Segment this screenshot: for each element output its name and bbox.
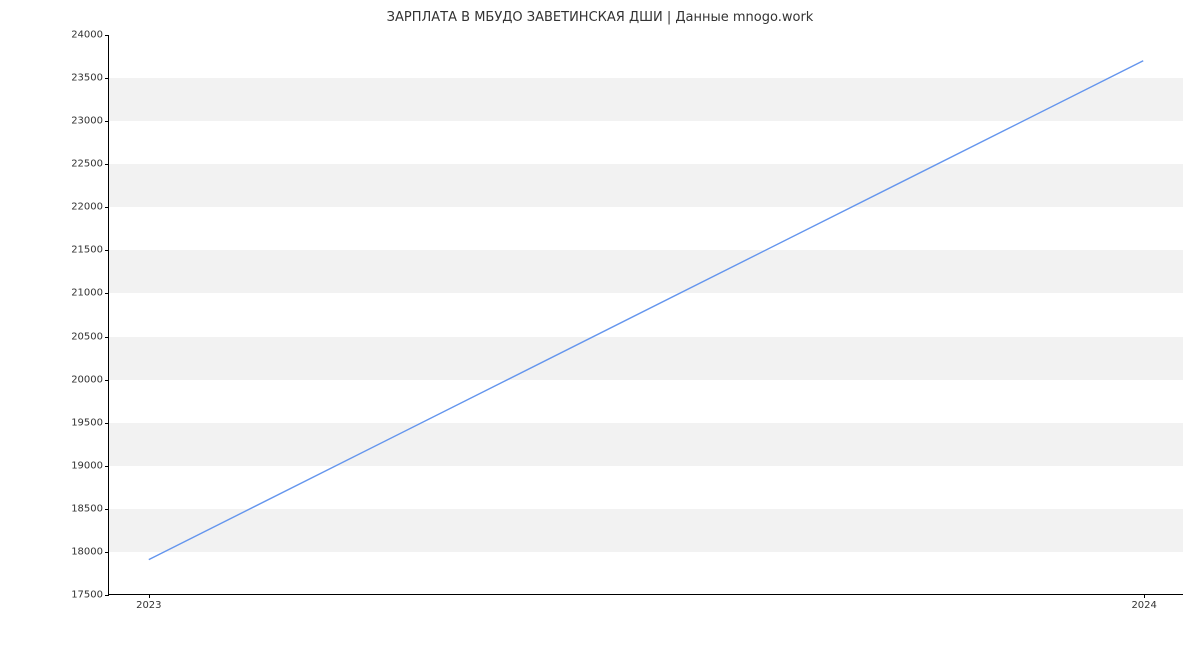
line-layer bbox=[109, 35, 1183, 594]
y-tick-label: 17500 bbox=[71, 590, 109, 601]
y-tick-label: 18500 bbox=[71, 503, 109, 514]
plot-area: 1750018000185001900019500200002050021000… bbox=[108, 35, 1183, 595]
x-tick-mark bbox=[149, 594, 150, 598]
y-tick-label: 23000 bbox=[71, 116, 109, 127]
y-tick-label: 22500 bbox=[71, 159, 109, 170]
y-tick-mark bbox=[105, 595, 109, 596]
series-line bbox=[149, 61, 1143, 560]
y-tick-label: 22000 bbox=[71, 202, 109, 213]
y-tick-label: 21500 bbox=[71, 245, 109, 256]
y-tick-label: 19500 bbox=[71, 417, 109, 428]
y-tick-label: 18000 bbox=[71, 546, 109, 557]
y-tick-label: 21000 bbox=[71, 288, 109, 299]
y-tick-label: 23500 bbox=[71, 73, 109, 84]
x-tick-mark bbox=[1144, 594, 1145, 598]
y-tick-label: 20500 bbox=[71, 331, 109, 342]
y-tick-label: 19000 bbox=[71, 460, 109, 471]
y-tick-label: 20000 bbox=[71, 374, 109, 385]
chart-title: ЗАРПЛАТА В МБУДО ЗАВЕТИНСКАЯ ДШИ | Данны… bbox=[0, 10, 1200, 25]
y-tick-label: 24000 bbox=[71, 30, 109, 41]
